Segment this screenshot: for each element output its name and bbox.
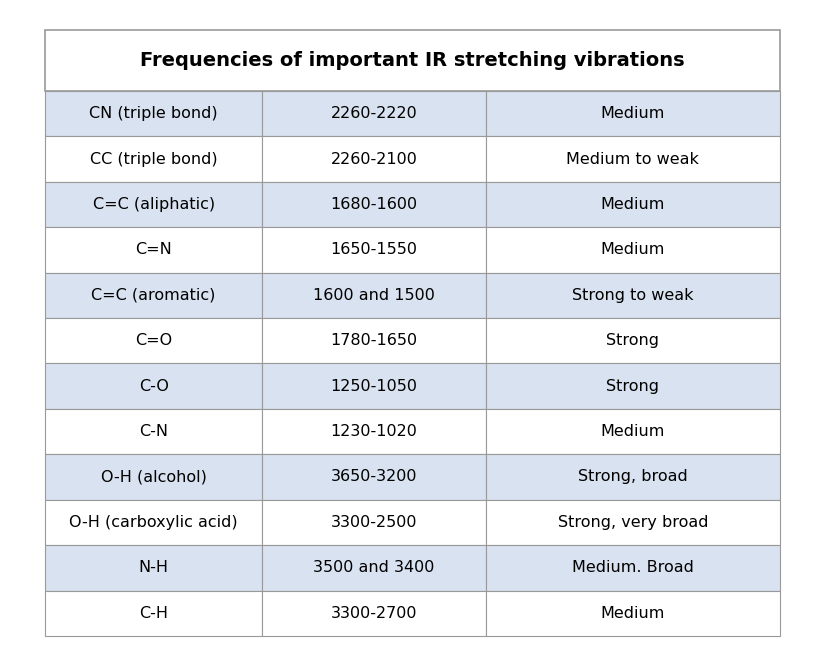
Text: 1230-1020: 1230-1020: [331, 424, 417, 439]
Text: 2260-2100: 2260-2100: [331, 152, 417, 167]
Text: O-H (carboxylic acid): O-H (carboxylic acid): [69, 515, 238, 530]
Bar: [486, 91, 780, 136]
Text: 3650-3200: 3650-3200: [331, 469, 417, 484]
Text: Frequencies of important IR stretching vibrations: Frequencies of important IR stretching v…: [140, 51, 685, 70]
Text: 1650-1550: 1650-1550: [331, 243, 417, 258]
Bar: [486, 454, 780, 500]
Text: C=C (aliphatic): C=C (aliphatic): [92, 197, 215, 212]
Text: N-H: N-H: [139, 560, 168, 575]
Bar: [262, 227, 486, 273]
Text: Strong, broad: Strong, broad: [578, 469, 688, 484]
Bar: [486, 182, 780, 227]
Bar: [262, 590, 486, 636]
Bar: [262, 91, 486, 136]
Text: C-O: C-O: [139, 379, 168, 393]
Bar: [45, 318, 262, 364]
Bar: [45, 590, 262, 636]
Bar: [45, 136, 262, 182]
Text: Strong: Strong: [606, 379, 659, 393]
Text: 1780-1650: 1780-1650: [330, 333, 417, 348]
Bar: [486, 590, 780, 636]
Text: C-H: C-H: [139, 606, 168, 621]
Bar: [45, 500, 262, 545]
Bar: [262, 409, 486, 454]
Bar: [486, 364, 780, 409]
Text: 3500 and 3400: 3500 and 3400: [314, 560, 435, 575]
Bar: [486, 227, 780, 273]
Bar: [262, 136, 486, 182]
Text: Strong: Strong: [606, 333, 659, 348]
Text: C=C (aromatic): C=C (aromatic): [92, 288, 216, 303]
Text: CC (triple bond): CC (triple bond): [90, 152, 218, 167]
Text: 2260-2220: 2260-2220: [331, 106, 417, 121]
Bar: [262, 318, 486, 364]
Text: 1680-1600: 1680-1600: [330, 197, 417, 212]
Bar: [262, 182, 486, 227]
Text: Medium: Medium: [601, 106, 665, 121]
Bar: [45, 273, 262, 318]
Text: 3300-2700: 3300-2700: [331, 606, 417, 621]
Text: Medium: Medium: [601, 424, 665, 439]
Bar: [45, 30, 780, 91]
Bar: [262, 545, 486, 590]
Bar: [45, 227, 262, 273]
Bar: [262, 273, 486, 318]
Bar: [486, 500, 780, 545]
Bar: [45, 545, 262, 590]
Bar: [486, 545, 780, 590]
Text: Medium to weak: Medium to weak: [566, 152, 700, 167]
Bar: [45, 409, 262, 454]
Text: Medium. Broad: Medium. Broad: [572, 560, 694, 575]
Bar: [45, 91, 262, 136]
Text: O-H (alcohol): O-H (alcohol): [101, 469, 206, 484]
Text: Medium: Medium: [601, 606, 665, 621]
Bar: [486, 136, 780, 182]
Bar: [262, 364, 486, 409]
Bar: [262, 500, 486, 545]
Text: C=O: C=O: [135, 333, 172, 348]
Text: Medium: Medium: [601, 197, 665, 212]
Text: Strong, very broad: Strong, very broad: [558, 515, 708, 530]
Bar: [486, 318, 780, 364]
Text: 3300-2500: 3300-2500: [331, 515, 417, 530]
Bar: [486, 409, 780, 454]
Text: 1600 and 1500: 1600 and 1500: [313, 288, 435, 303]
Text: C-N: C-N: [139, 424, 168, 439]
Bar: [45, 454, 262, 500]
Text: Strong to weak: Strong to weak: [572, 288, 694, 303]
Bar: [486, 273, 780, 318]
Text: CN (triple bond): CN (triple bond): [89, 106, 218, 121]
Bar: [45, 364, 262, 409]
Text: Medium: Medium: [601, 243, 665, 258]
Text: 1250-1050: 1250-1050: [331, 379, 417, 393]
Bar: [45, 182, 262, 227]
Bar: [262, 454, 486, 500]
Text: C=N: C=N: [135, 243, 172, 258]
